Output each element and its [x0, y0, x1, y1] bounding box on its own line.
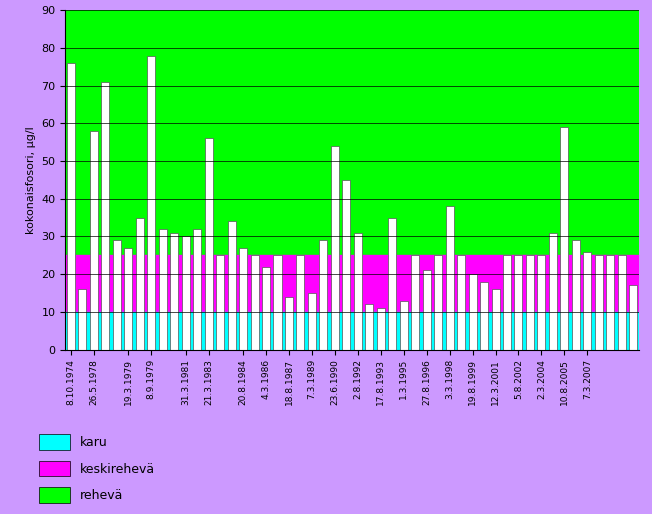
- Bar: [388, 217, 396, 350]
- Bar: [205, 138, 213, 350]
- Bar: [354, 233, 362, 350]
- Bar: [595, 255, 603, 350]
- Bar: [377, 308, 385, 350]
- Bar: [228, 222, 235, 350]
- Bar: [537, 255, 546, 350]
- Bar: [549, 233, 557, 350]
- Bar: [262, 267, 270, 350]
- Bar: [273, 255, 282, 350]
- Bar: [331, 146, 339, 350]
- Bar: [445, 206, 454, 350]
- Bar: [342, 180, 350, 350]
- Bar: [65, 312, 639, 350]
- Bar: [526, 255, 534, 350]
- Bar: [606, 255, 614, 350]
- Legend: karu, keskirehevä, rehevä: karu, keskirehevä, rehevä: [39, 434, 155, 503]
- Bar: [158, 229, 167, 350]
- Bar: [182, 236, 190, 350]
- Bar: [147, 56, 155, 350]
- Bar: [400, 301, 408, 350]
- Bar: [584, 251, 591, 350]
- Bar: [480, 282, 488, 350]
- Bar: [617, 255, 626, 350]
- Bar: [67, 63, 75, 350]
- Bar: [170, 233, 178, 350]
- Bar: [629, 285, 637, 350]
- Bar: [503, 255, 511, 350]
- Bar: [434, 255, 442, 350]
- Bar: [560, 127, 569, 350]
- Bar: [365, 304, 374, 350]
- Bar: [78, 289, 87, 350]
- Bar: [297, 255, 304, 350]
- Bar: [239, 248, 247, 350]
- Bar: [136, 217, 144, 350]
- Bar: [250, 255, 259, 350]
- Bar: [193, 229, 201, 350]
- Bar: [422, 270, 431, 350]
- Bar: [514, 255, 522, 350]
- Bar: [411, 255, 419, 350]
- Bar: [469, 274, 477, 350]
- Bar: [492, 289, 499, 350]
- Bar: [308, 293, 316, 350]
- Bar: [319, 240, 327, 350]
- Bar: [113, 240, 121, 350]
- Bar: [65, 255, 639, 312]
- Bar: [285, 297, 293, 350]
- Bar: [216, 255, 224, 350]
- Bar: [457, 255, 465, 350]
- Bar: [90, 131, 98, 350]
- Bar: [125, 248, 132, 350]
- Bar: [572, 240, 580, 350]
- Y-axis label: kokonaisfosori, µg/l: kokonaisfosori, µg/l: [26, 126, 36, 234]
- Bar: [65, 10, 639, 255]
- Bar: [101, 82, 110, 350]
